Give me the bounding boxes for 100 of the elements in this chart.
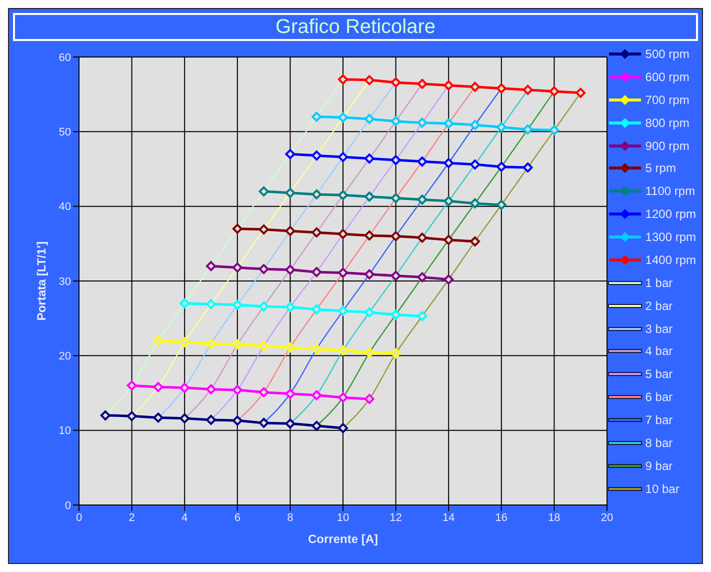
point — [364, 269, 374, 280]
x-tick-label: 18 — [548, 512, 560, 524]
legend-label: 1200 rpm — [645, 207, 696, 222]
point — [444, 196, 454, 206]
point — [417, 311, 428, 322]
point — [364, 394, 374, 404]
point — [417, 232, 428, 243]
y-tick-label: 30 — [58, 276, 71, 288]
point — [232, 416, 242, 426]
point — [338, 268, 348, 278]
point — [390, 155, 401, 166]
point — [364, 348, 374, 358]
point — [285, 264, 296, 275]
point — [417, 272, 428, 282]
legend-label: 5 rpm — [645, 161, 676, 176]
point — [338, 74, 348, 84]
point — [258, 387, 269, 398]
point — [549, 86, 560, 96]
point — [417, 156, 428, 167]
point — [364, 154, 374, 164]
y-tick-label: 60 — [58, 52, 71, 64]
legend-label: 700 rpm — [645, 92, 690, 107]
x-tick-label: 6 — [234, 512, 240, 524]
point — [444, 118, 454, 128]
point — [206, 261, 216, 272]
point — [100, 410, 110, 420]
point — [180, 413, 190, 424]
legend-label: 1100 rpm — [645, 184, 696, 198]
legend-label: 500 rpm — [645, 47, 690, 62]
point — [285, 342, 296, 352]
point — [470, 120, 480, 130]
point — [312, 267, 322, 278]
point — [180, 337, 190, 348]
legend-label: 7 bar — [645, 413, 673, 428]
point — [338, 112, 348, 122]
legend-label: 9 bar — [645, 458, 673, 473]
point — [444, 80, 454, 90]
point — [126, 411, 137, 422]
x-tick-label: 8 — [287, 512, 294, 524]
point — [390, 348, 401, 358]
point — [364, 230, 374, 240]
point — [285, 418, 296, 429]
point — [126, 380, 137, 391]
legend-label: 600 rpm — [645, 70, 690, 84]
point — [285, 188, 296, 198]
point — [390, 310, 401, 320]
point — [312, 390, 322, 400]
point — [312, 150, 322, 161]
point — [258, 340, 269, 351]
legend-label: 4 bar — [645, 344, 673, 358]
point — [496, 122, 506, 132]
point — [417, 194, 428, 205]
x-tick-label: 10 — [336, 512, 350, 524]
point — [232, 262, 242, 273]
point — [522, 84, 533, 95]
point — [285, 226, 296, 236]
y-tick-label: 50 — [58, 126, 71, 139]
point — [258, 224, 269, 234]
x-tick-label: 4 — [182, 512, 188, 524]
point — [338, 306, 348, 316]
point — [312, 189, 322, 200]
point — [338, 152, 348, 162]
point — [338, 392, 348, 402]
point — [390, 77, 401, 88]
point — [232, 300, 242, 310]
legend-label: 900 rpm — [645, 138, 690, 153]
point — [312, 112, 322, 122]
point — [338, 228, 348, 239]
point — [258, 264, 269, 274]
legend-label: 10 bar — [645, 482, 680, 496]
legend-label: 8 bar — [645, 436, 673, 450]
point — [206, 338, 216, 349]
x-tick-label: 2 — [128, 512, 135, 524]
point — [285, 388, 296, 399]
point — [232, 339, 242, 350]
point — [206, 414, 216, 425]
point — [364, 192, 374, 202]
point — [312, 304, 322, 314]
legend-label: 6 bar — [645, 390, 673, 404]
point — [206, 299, 216, 310]
point — [444, 158, 454, 168]
y-tick-label: 20 — [58, 350, 71, 363]
point — [522, 124, 533, 134]
legend-label: 1300 rpm — [645, 230, 696, 244]
y-axis-title: Portata [LT/1'] — [34, 241, 48, 321]
point — [522, 162, 533, 173]
point — [470, 236, 480, 246]
x-tick-label: 20 — [600, 512, 614, 524]
point — [496, 200, 506, 210]
point — [390, 231, 401, 242]
point — [338, 423, 348, 434]
point — [576, 88, 586, 98]
point — [417, 78, 428, 89]
point — [312, 420, 322, 431]
point — [285, 149, 296, 160]
point — [496, 83, 506, 94]
x-axis-title: Corrente [A] — [308, 532, 378, 546]
point — [180, 298, 190, 308]
x-tick-label: 14 — [442, 512, 455, 524]
point — [417, 118, 428, 128]
